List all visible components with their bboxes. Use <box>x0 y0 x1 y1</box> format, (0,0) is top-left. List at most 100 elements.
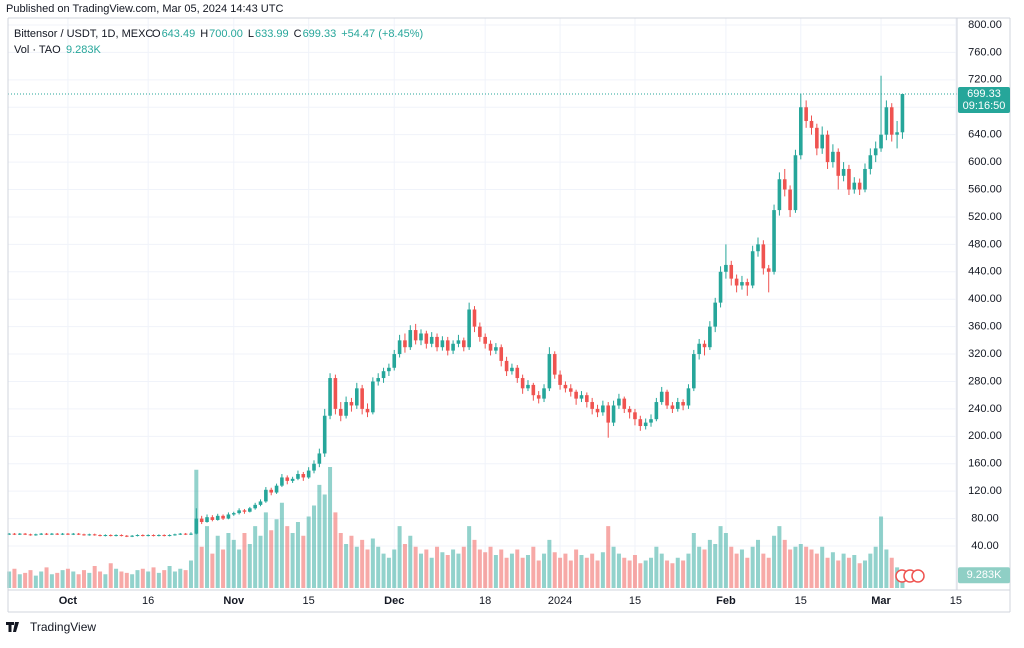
volume-badge-value: 9.283K <box>967 569 1003 581</box>
volume-bar <box>536 560 541 588</box>
volume-bar <box>124 572 129 588</box>
volume-bar <box>830 552 835 588</box>
candle-body <box>889 107 894 135</box>
volume-bar <box>509 553 514 588</box>
candle-body <box>167 535 172 537</box>
candle-body <box>461 340 466 348</box>
candle-body <box>157 535 161 537</box>
volume-bar <box>279 502 284 588</box>
volume-bar <box>889 557 894 588</box>
candle-body <box>312 463 316 471</box>
axes: 40.00 80.00 120.00 160.00 200.00 240.00 280.00… <box>59 19 1010 607</box>
volume-bar <box>665 560 670 588</box>
volume-bar <box>242 533 247 588</box>
volume-bar <box>814 553 819 588</box>
candle-body <box>103 535 108 537</box>
volume-bar <box>386 557 391 588</box>
volume-pane <box>7 467 905 588</box>
volume-bar <box>205 526 210 588</box>
candle-body <box>87 534 92 536</box>
volume-bar <box>862 560 867 588</box>
volume-bar <box>686 553 691 588</box>
candle-body <box>825 134 830 163</box>
volume-bar <box>17 574 22 588</box>
volume-bar <box>114 568 119 588</box>
candle-body <box>692 354 696 389</box>
volume-bar <box>424 549 429 588</box>
volume-bar <box>328 467 333 588</box>
candle-body <box>205 517 209 523</box>
candle-body <box>654 402 659 420</box>
volume-bar <box>269 530 274 588</box>
candle-body <box>633 412 637 420</box>
candle-body <box>419 333 423 341</box>
ohlc-legend: O 643.49 H 700.00 L 633.99 C 699.33 +54.47 (+8.4… <box>152 28 423 40</box>
volume-bar <box>616 553 621 588</box>
price-badge-value: 699.33 <box>967 88 1001 100</box>
candle-body <box>333 378 338 409</box>
candle-body <box>189 533 193 535</box>
candle-body <box>344 402 348 416</box>
candle-body <box>740 282 744 286</box>
volume-bar <box>590 553 595 588</box>
candle-body <box>836 151 841 176</box>
volume-bar <box>879 516 884 588</box>
candle-body <box>563 384 568 389</box>
volume-bar <box>349 535 354 588</box>
volume-bar <box>108 563 113 588</box>
candle-body <box>611 405 616 423</box>
volume-bar <box>627 560 632 588</box>
volume-bar <box>718 526 723 588</box>
candle-body <box>542 388 546 399</box>
candle-body <box>510 367 514 372</box>
candle-body <box>451 343 455 351</box>
candle-body <box>317 453 322 464</box>
volume-bar <box>151 567 156 588</box>
volume-bar <box>552 552 557 588</box>
candle-body <box>798 107 803 156</box>
candle-body <box>435 336 439 348</box>
candle-body <box>552 354 557 375</box>
candle-body <box>617 398 621 406</box>
volume-bar <box>435 546 440 588</box>
x-tick-label: Nov <box>223 595 245 607</box>
candle-body <box>772 210 776 272</box>
volume-bar <box>445 555 450 588</box>
volume-bar <box>761 553 766 588</box>
volume-bar <box>825 557 830 588</box>
candle-body <box>328 378 332 416</box>
volume-bar <box>884 549 889 588</box>
volume-bar <box>413 546 418 588</box>
volume-bar <box>23 572 28 588</box>
volume-bar <box>285 526 290 588</box>
candle-body <box>349 402 354 406</box>
volume-bar <box>531 546 536 588</box>
volume-bar <box>713 544 718 588</box>
candle-body <box>355 388 359 406</box>
candle-body <box>793 155 798 211</box>
candle-body <box>424 333 429 344</box>
change: +54.47 (+8.45%) <box>341 28 423 40</box>
volume-bar <box>429 557 434 588</box>
volume-bar <box>172 571 177 588</box>
candle-body <box>226 514 231 519</box>
candle-body <box>151 535 156 537</box>
countdown: 09:16:50 <box>963 100 1006 112</box>
volume-bar <box>723 533 728 588</box>
candle-body <box>322 415 327 454</box>
volume-bar <box>188 560 193 588</box>
candle-body <box>301 474 306 478</box>
y-tick-label: 800.00 <box>968 19 1002 31</box>
x-tick-label: Mar <box>871 595 891 607</box>
candle-body <box>221 515 225 519</box>
candle-body <box>756 244 760 252</box>
candle-body <box>863 168 867 190</box>
candle-body <box>269 489 274 493</box>
volume-bar <box>7 571 12 588</box>
candle-body <box>515 367 520 379</box>
candle-body <box>199 518 204 523</box>
candle-body <box>766 268 771 272</box>
volume-bar <box>60 570 65 588</box>
volume-bar <box>381 553 386 588</box>
candle-body <box>71 533 76 535</box>
